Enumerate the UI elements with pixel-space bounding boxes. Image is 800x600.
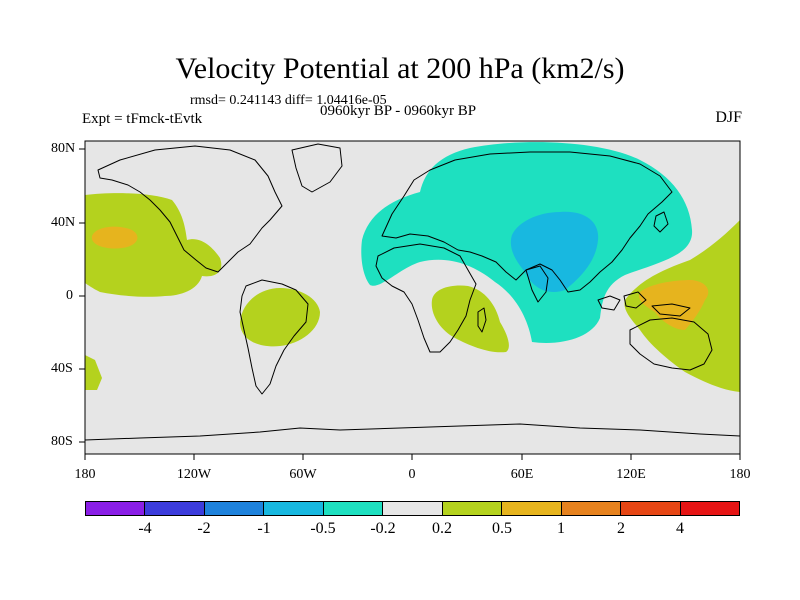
lon-label-60e: 60E [510,467,534,482]
colorbar-cell [204,502,265,515]
lat-label-0: 0 [66,288,73,303]
lat-label-40n: 40N [51,215,76,230]
colorbar-cell [561,502,622,515]
colorbar-label: 0.2 [432,520,452,537]
colorbar-label: -0.2 [370,520,396,537]
colorbar-label: 1 [557,520,565,537]
colorbar-cell [86,502,146,515]
lon-label-120w: 120W [176,467,212,482]
lon-label-0: 0 [408,467,416,482]
colorbar-cell [621,502,681,515]
colorbar-cell [442,502,503,515]
lon-label-60w: 60W [289,467,317,482]
lat-label-40s: 40S [51,361,73,376]
season-label: DJF [715,109,742,126]
colorbar [85,501,740,516]
colorbar-label: 4 [676,520,684,537]
colorbar-label: -4 [138,520,152,537]
rmsd-stats: rmsd= 0.241143 diff= 1.04416e-05 [190,93,387,108]
lon-label-120e: 120E [616,467,646,482]
period-label: 0960kyr BP - 0960kyr BP [320,103,477,119]
coastlines [85,143,740,441]
contour-region-pos-small [240,288,320,347]
colorbar-cell [680,502,739,515]
contour-region-pos-small [85,193,222,297]
colorbar-label: -1 [257,520,271,537]
colorbar-cell [323,502,384,515]
colorbar-cell [383,502,443,515]
contour-region-pos-small [85,355,102,390]
experiment-label: Expt = tFmck-tEvtk [82,111,203,127]
colorbar-label: 0.5 [492,520,512,537]
colorbar-label: 2 [617,520,625,537]
colorbar-cell [502,502,562,515]
axis-ticks [79,148,741,460]
lat-label-80n: 80N [51,141,76,156]
colorbar-label: -2 [197,520,211,537]
contour-region-neg-medium [510,211,599,292]
lat-label-80s: 80S [51,434,73,449]
lon-label-180w: 180 [74,467,96,482]
colorbar-label: -0.5 [310,520,336,537]
contour-region-pos-small [431,285,509,353]
colorbar-cell [264,502,324,515]
lon-label-180e: 180 [729,467,751,482]
map-title: Velocity Potential at 200 hPa (km2/s) [175,52,625,85]
contour-region-pos-medium [91,226,138,249]
contour-region-pos-medium [639,280,709,330]
colorbar-cell [145,502,205,515]
